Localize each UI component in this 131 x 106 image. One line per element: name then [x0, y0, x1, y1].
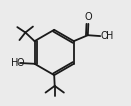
Text: H: H [11, 58, 19, 68]
Text: H: H [106, 31, 114, 41]
Text: O: O [84, 12, 92, 22]
Text: O: O [100, 31, 108, 41]
Text: O: O [17, 58, 24, 68]
